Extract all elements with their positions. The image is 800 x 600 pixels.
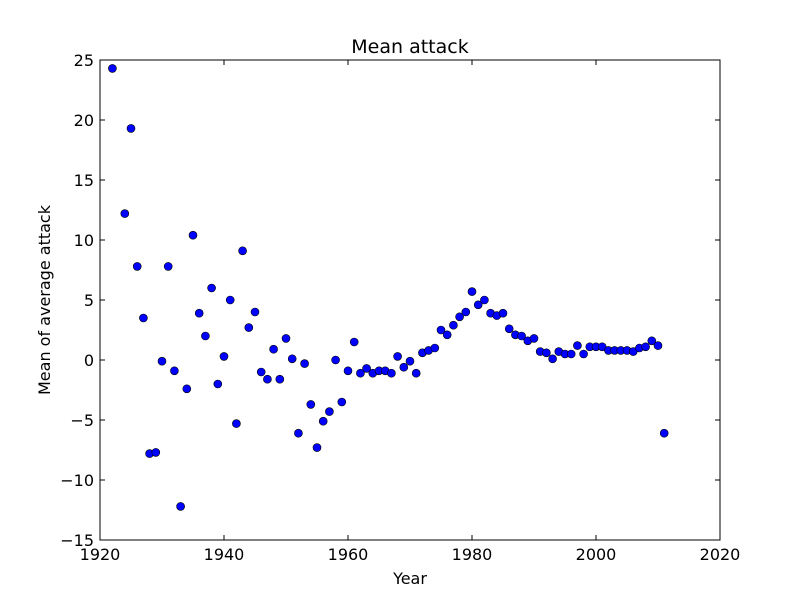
data-point	[498, 308, 508, 318]
data-point	[473, 300, 483, 310]
data-point	[132, 262, 142, 271]
data-point	[455, 312, 464, 322]
data-point	[343, 366, 353, 376]
data-point	[182, 384, 192, 394]
data-point	[139, 313, 148, 323]
data-point	[399, 362, 409, 372]
data-point	[269, 344, 278, 354]
y-tick-label: 20	[74, 111, 94, 130]
data-point	[170, 366, 179, 376]
data-point	[653, 341, 663, 350]
data-point	[430, 343, 440, 353]
y-tick-label: 0	[84, 351, 94, 370]
chart-title: Mean attack	[351, 36, 468, 58]
x-tick-label: 1960	[328, 545, 369, 564]
data-point	[225, 295, 235, 305]
y-tick-label: 25	[74, 51, 94, 70]
data-point	[318, 416, 328, 426]
data-point	[207, 283, 216, 293]
x-axis: 1920 1940 1960 1980 2000 2020	[80, 60, 741, 564]
y-tick-label: −10	[60, 471, 94, 490]
data-point	[213, 379, 223, 389]
data-point	[232, 419, 241, 428]
x-tick-label: 2020	[700, 545, 741, 564]
data-point	[275, 374, 285, 384]
data-point	[393, 352, 402, 361]
data-point	[300, 359, 309, 368]
x-tick-label: 1980	[452, 545, 493, 564]
data-point	[442, 330, 452, 340]
x-tick-label: 1920	[80, 545, 121, 564]
data-point	[449, 320, 458, 330]
data-point	[573, 341, 582, 350]
data-point	[244, 323, 254, 332]
y-axis: 25 20 15 10 5 0 −5 −10 −15	[60, 51, 720, 550]
data-point	[542, 348, 551, 358]
data-point	[548, 354, 557, 364]
data-point	[566, 349, 576, 359]
data-point	[163, 262, 173, 271]
x-axis-label: Year	[392, 569, 427, 588]
data-point	[201, 331, 210, 341]
data-point	[436, 325, 446, 335]
data-point	[157, 356, 167, 366]
data-point	[294, 428, 303, 438]
data-point	[387, 368, 396, 378]
data-point	[312, 443, 322, 452]
data-point	[120, 209, 130, 218]
data-point	[579, 349, 588, 359]
data-point	[356, 368, 365, 378]
data-point	[306, 400, 316, 409]
data-point	[641, 342, 650, 352]
data-point	[349, 337, 359, 347]
data-point	[517, 331, 526, 341]
data-point	[287, 354, 297, 364]
data-point	[126, 124, 136, 133]
y-axis-label: Mean of average attack	[35, 204, 54, 395]
data-point	[362, 364, 371, 373]
data-point	[467, 287, 477, 296]
data-point	[480, 295, 489, 305]
data-point	[331, 355, 340, 365]
data-point	[325, 407, 334, 416]
x-tick-label: 1940	[204, 545, 245, 564]
data-point	[405, 356, 415, 366]
data-point	[151, 448, 161, 457]
data-point	[647, 336, 657, 346]
data-point	[188, 230, 198, 240]
data-points	[108, 64, 669, 511]
data-point	[194, 308, 204, 318]
data-point	[256, 367, 266, 377]
data-point	[263, 374, 272, 384]
data-point	[461, 307, 471, 317]
y-tick-label: 15	[74, 171, 94, 190]
y-tick-label: 10	[74, 231, 94, 250]
data-point	[176, 502, 185, 511]
data-point	[411, 368, 421, 378]
y-tick-label: 5	[84, 291, 94, 310]
data-point	[250, 307, 260, 317]
data-point	[337, 397, 347, 407]
data-point	[504, 324, 514, 334]
data-point	[659, 428, 669, 438]
data-point	[529, 334, 539, 343]
y-tick-label: −15	[60, 531, 94, 550]
data-point	[281, 334, 291, 343]
x-tick-label: 2000	[576, 545, 617, 564]
y-tick-label: −5	[70, 411, 94, 430]
data-point	[238, 246, 247, 256]
data-point	[219, 352, 229, 361]
data-point	[108, 64, 117, 73]
